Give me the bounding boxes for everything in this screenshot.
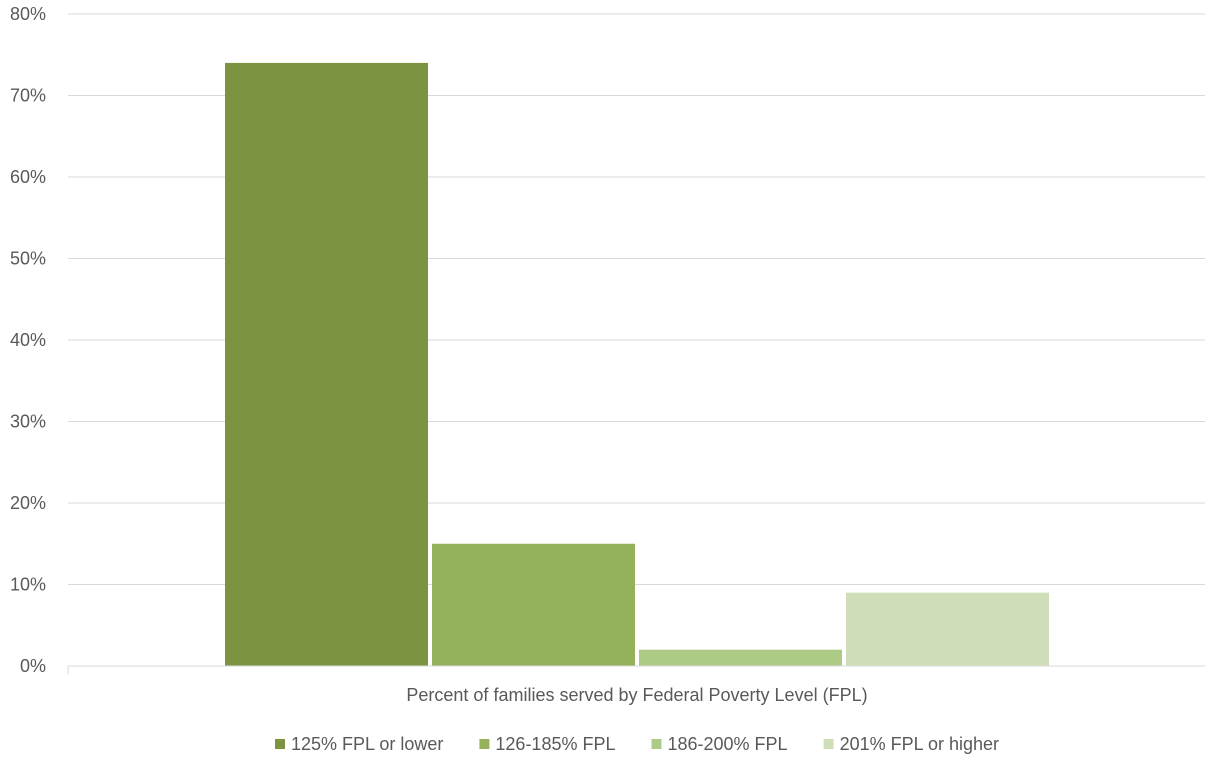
bar [846, 592, 1049, 666]
y-tick-label: 60% [10, 167, 46, 187]
bar [639, 649, 842, 666]
legend-swatch [651, 739, 662, 749]
bar [225, 62, 428, 666]
legend-label: 126-185% FPL [495, 734, 615, 754]
x-axis [67, 665, 1205, 674]
y-tick-label: 30% [10, 412, 46, 432]
legend-swatch [823, 739, 834, 749]
y-tick-label: 0% [20, 656, 46, 676]
y-tick-label: 80% [10, 4, 46, 24]
legend-swatch [479, 739, 490, 749]
legend-label: 186-200% FPL [667, 734, 787, 754]
y-tick-label: 20% [10, 493, 46, 513]
y-tick-label: 40% [10, 330, 46, 350]
bar [432, 543, 635, 666]
y-tick-label: 50% [10, 249, 46, 269]
x-axis-label: Percent of families served by Federal Po… [406, 685, 867, 705]
bars [225, 62, 1049, 666]
y-tick-label: 70% [10, 86, 46, 106]
legend-swatch [275, 739, 285, 749]
legend-label: 125% FPL or lower [291, 734, 443, 754]
y-tick-label: 10% [10, 575, 46, 595]
legend-label: 201% FPL or higher [840, 734, 999, 754]
legend: 125% FPL or lower 126-185% FPL 186-200% FP… [275, 734, 999, 754]
y-axis-ticks: 0% 10% 20% 30% 40% 50% 60% 70% 80% [10, 4, 46, 676]
